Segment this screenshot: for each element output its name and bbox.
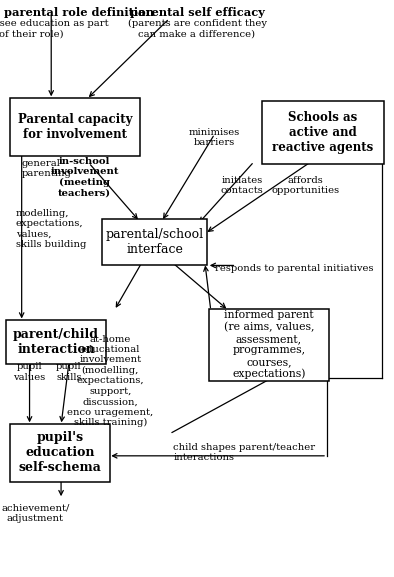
FancyBboxPatch shape	[6, 320, 106, 364]
Text: parental role definition: parental role definition	[4, 7, 154, 18]
Text: pupil
values: pupil values	[13, 362, 46, 382]
Text: at-home
educational
involvement
(modelling,
expectations,
support,
discussion,
e: at-home educational involvement (modelli…	[67, 335, 153, 427]
Text: general
parenting: general parenting	[22, 159, 72, 178]
Text: affords
opportunities: affords opportunities	[271, 176, 339, 196]
Text: parental/school
interface: parental/school interface	[106, 228, 204, 256]
FancyBboxPatch shape	[102, 219, 207, 265]
Text: minimises
barriers: minimises barriers	[189, 128, 240, 148]
FancyBboxPatch shape	[262, 101, 384, 164]
Text: in-school
involvement
(meeting
teachers): in-school involvement (meeting teachers)	[50, 157, 119, 197]
Text: achievement/
adjustment: achievement/ adjustment	[1, 503, 70, 523]
Text: initiates
contacts: initiates contacts	[221, 176, 264, 196]
Text: informed parent
(re aims, values,
assessment,
programmes,
courses,
expectations): informed parent (re aims, values, assess…	[224, 310, 314, 379]
Text: pupil
skills: pupil skills	[56, 362, 82, 382]
FancyBboxPatch shape	[209, 309, 329, 381]
Text: child shapes parent/teacher
interactions: child shapes parent/teacher interactions	[173, 443, 316, 462]
Text: parental self efficacy: parental self efficacy	[130, 7, 264, 18]
FancyBboxPatch shape	[10, 424, 110, 482]
Text: modelling,
expectations,
values,
skills building: modelling, expectations, values, skills …	[16, 209, 86, 249]
Text: responds to parental initiatives: responds to parental initiatives	[215, 264, 373, 273]
Text: parent/child
interaction: parent/child interaction	[13, 328, 99, 356]
FancyBboxPatch shape	[10, 98, 140, 156]
Text: (parents see education as part
of their role): (parents see education as part of their …	[0, 19, 109, 39]
Text: Parental capacity
for involvement: Parental capacity for involvement	[18, 113, 132, 141]
Text: pupil's
education
self-schema: pupil's education self-schema	[19, 432, 102, 474]
Text: Schools as
active and
reactive agents: Schools as active and reactive agents	[273, 111, 374, 154]
Text: (parents are confident they
can make a difference): (parents are confident they can make a d…	[128, 19, 266, 39]
